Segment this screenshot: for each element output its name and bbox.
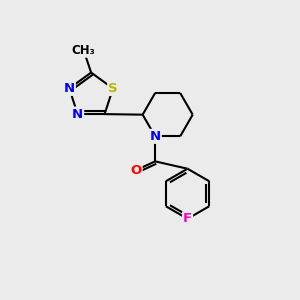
Text: N: N xyxy=(64,82,75,95)
Text: N: N xyxy=(72,108,83,121)
Text: F: F xyxy=(183,212,192,225)
Text: N: N xyxy=(150,130,161,143)
Text: CH₃: CH₃ xyxy=(72,44,96,57)
Text: O: O xyxy=(130,164,142,177)
Text: S: S xyxy=(108,82,118,95)
